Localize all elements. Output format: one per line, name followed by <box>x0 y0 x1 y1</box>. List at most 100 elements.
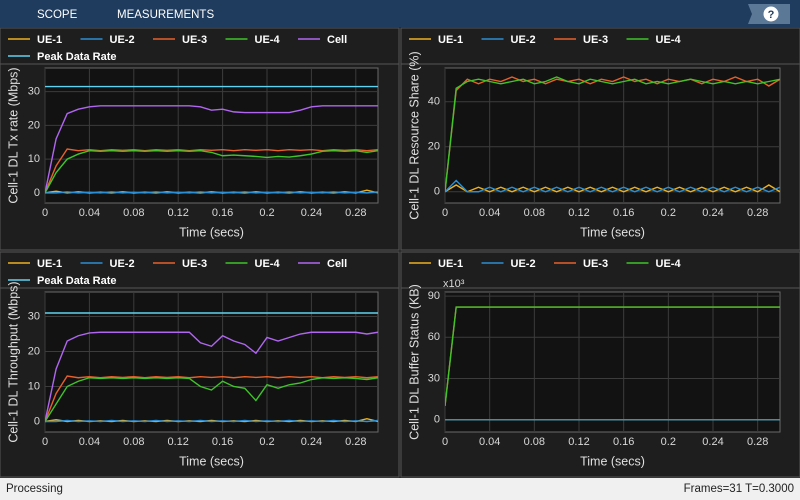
x-axis-title: Time (secs) <box>179 225 244 239</box>
y-tick-label: 20 <box>28 345 40 357</box>
x-axis-title: Time (secs) <box>580 225 645 239</box>
status-bar <box>0 478 800 500</box>
x-tick-label: 0.28 <box>345 436 366 448</box>
x-tick-label: 0 <box>442 207 448 219</box>
legend-label: UE-3 <box>583 34 608 46</box>
plot-area <box>444 67 781 204</box>
series-line <box>445 306 780 406</box>
y-tick-label: 10 <box>28 153 40 165</box>
x-axis-title: Time (secs) <box>580 454 645 468</box>
x-tick-label: 0.24 <box>301 207 322 219</box>
x-axis-title: Time (secs) <box>179 454 244 468</box>
x-tick-label: 0.16 <box>613 436 634 448</box>
x-tick-label: 0.12 <box>167 207 188 219</box>
help-text[interactable]: ? <box>768 9 775 21</box>
x-tick-label: 0.08 <box>524 207 545 219</box>
x-tick-label: 0.16 <box>212 436 233 448</box>
legend-label: Peak Data Rate <box>37 51 117 63</box>
x-tick-label: 0.2 <box>259 436 274 448</box>
chart: UE-1 UE-2 UE-3 UE-4 0 20 40 0 0.04 0.08 0.12 0.16 0.… <box>401 34 800 239</box>
x-tick-label: 0.24 <box>301 436 322 448</box>
legend-label: UE-4 <box>255 34 281 46</box>
legend-label: UE-4 <box>656 258 682 270</box>
y-tick-label: 20 <box>428 141 440 153</box>
y-tick-label: 0 <box>34 187 40 199</box>
help-icon[interactable] <box>763 6 779 22</box>
legend-label: Peak Data Rate <box>37 275 117 287</box>
chart: UE-1 UE-2 UE-3 UE-4 Cell Peak Data Rate 0 10 20 3… <box>0 34 399 239</box>
legend-label: UE-4 <box>255 258 281 270</box>
series-line <box>445 179 780 193</box>
x-tick-label: 0.2 <box>661 436 676 448</box>
x-tick-label: 0.08 <box>524 436 545 448</box>
legend-label: UE-2 <box>110 34 135 46</box>
x-tick-label: 0.12 <box>167 436 188 448</box>
tab-scope[interactable]: SCOPE <box>37 9 78 21</box>
x-tick-label: 0.04 <box>79 436 100 448</box>
x-tick-label: 0.12 <box>568 207 589 219</box>
legend-label: UE-3 <box>182 34 207 46</box>
series-line <box>45 149 378 194</box>
x-tick-label: 0.24 <box>702 436 723 448</box>
toolbar <box>0 0 800 27</box>
status-text: Processing <box>6 483 63 495</box>
plot-area <box>44 67 379 204</box>
status-info: Frames=31 T=0.3000 <box>684 483 794 495</box>
y-axis-title: Cell-1 DL Tx rate (Mbps) <box>6 67 20 203</box>
series-line <box>445 76 780 192</box>
x-tick-label: 0.08 <box>123 436 144 448</box>
x-tick-label: 0.28 <box>345 207 366 219</box>
legend-label: UE-2 <box>110 258 135 270</box>
legend-label: UE-2 <box>511 258 536 270</box>
y-tick-label: 20 <box>28 119 40 131</box>
series-line <box>45 331 378 422</box>
y-tick-label: 60 <box>428 331 440 343</box>
legend-label: UE-1 <box>37 258 62 270</box>
x-tick-label: 0.16 <box>212 207 233 219</box>
x-tick-label: 0.04 <box>479 436 500 448</box>
legend-label: Cell <box>327 258 347 270</box>
x-tick-label: 0.04 <box>79 207 100 219</box>
x-tick-label: 0.2 <box>259 207 274 219</box>
series-line <box>45 105 378 194</box>
chart: UE-1 UE-2 UE-3 UE-4 0 30 60 90 0 0.04 0.08 0.12 0.16… <box>401 258 800 468</box>
legend-label: Cell <box>327 34 347 46</box>
tab-measurements[interactable]: MEASUREMENTS <box>117 9 214 21</box>
series-line <box>45 191 378 194</box>
y-tick-label: 30 <box>28 86 40 98</box>
x-tick-label: 0 <box>42 436 48 448</box>
y-tick-label: 0 <box>34 415 40 427</box>
legend-label: UE-3 <box>182 258 207 270</box>
x-tick-label: 0 <box>42 207 48 219</box>
legend-label: UE-4 <box>656 34 682 46</box>
y-tick-label: 0 <box>434 186 440 198</box>
legend-label: UE-2 <box>511 34 536 46</box>
x-tick-label: 0.28 <box>747 436 768 448</box>
y-tick-label: 40 <box>428 96 440 108</box>
y-tick-label: 90 <box>428 290 440 302</box>
chart: UE-1 UE-2 UE-3 UE-4 Cell Peak Data Rate 0 10 20 3… <box>0 258 399 468</box>
x-tick-label: 0.2 <box>661 207 676 219</box>
y-tick-label: 0 <box>434 414 440 426</box>
x-tick-label: 0.16 <box>613 207 634 219</box>
legend-label: UE-1 <box>438 34 463 46</box>
legend-label: UE-3 <box>583 258 608 270</box>
y-axis-title: Cell-1 DL Resource Share (%) <box>407 51 421 219</box>
y-axis-title: Cell-1 DL Throughput (Mbps) <box>6 281 20 442</box>
series-line <box>445 184 780 193</box>
series-line <box>45 419 378 423</box>
plot-area <box>444 291 781 433</box>
y-tick-label: 10 <box>28 380 40 392</box>
y-tick-label: 30 <box>428 372 440 384</box>
x-tick-label: 0.28 <box>747 207 768 219</box>
y-axis-title: Cell-1 DL Buffer Status (KB) <box>407 284 421 440</box>
legend-label: UE-1 <box>37 34 62 46</box>
series-line <box>45 377 378 422</box>
x-tick-label: 0.04 <box>479 207 500 219</box>
x-tick-label: 0.08 <box>123 207 144 219</box>
legend-label: UE-1 <box>438 258 463 270</box>
x-tick-label: 0.24 <box>702 207 723 219</box>
x-tick-label: 0 <box>442 436 448 448</box>
y-tick-label: 30 <box>28 310 40 322</box>
